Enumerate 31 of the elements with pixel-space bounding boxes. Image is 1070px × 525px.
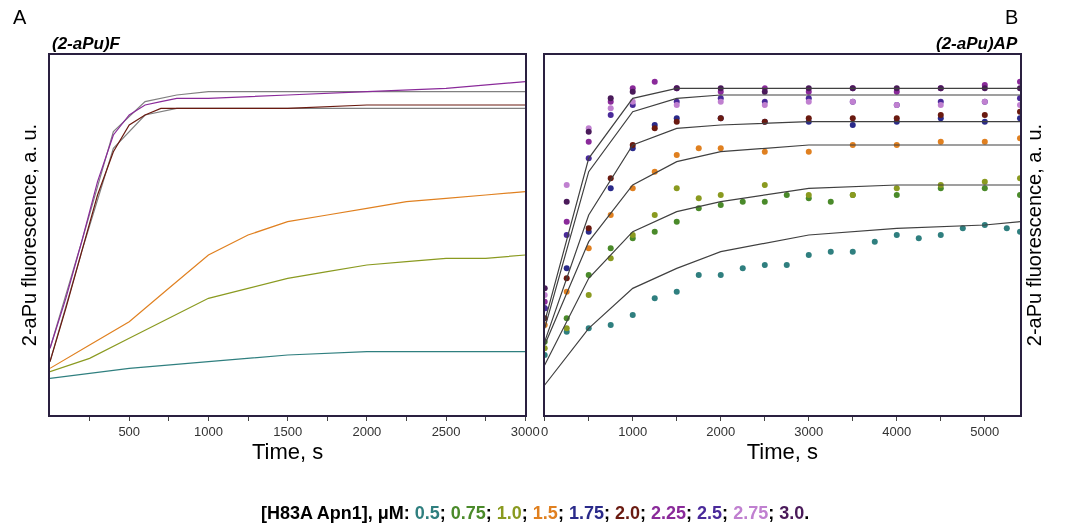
x-tick-label: 3000 [510,424,540,440]
x-tick-label: 1000 [618,424,648,440]
y-axis-title: 2-aPu fluorescence, a. u. [18,123,41,347]
x-tick-label: 2500 [431,424,461,440]
x-axis-title: Time, s [746,439,818,465]
x-tick-label: 0 [541,424,549,440]
x-tick-label: 5000 [970,424,1000,440]
y-axis-title: 2-aPu fluorescence, a. u. [1022,123,1045,347]
text: 1.5; [532,503,564,523]
text: A [13,6,27,28]
text: 3.0. [779,503,810,523]
text: 2.25; [651,503,693,523]
text: 0.5; [414,503,446,523]
text: 2.0; [614,503,646,523]
legend-title: [H83A Apn1], μM: [261,503,410,523]
chart-title: (2-aPu)AP [936,34,1018,53]
text: B [1005,6,1019,28]
x-tick-label: 2000 [352,424,382,440]
x-axis-title: Time, s [252,439,324,465]
x-tick-label: 4000 [882,424,912,440]
text: 2.5; [697,503,729,523]
x-tick-label: 1500 [273,424,303,440]
text: 2.75; [733,503,775,523]
text: 1.0; [496,503,528,523]
text: 0.75; [450,503,492,523]
x-tick-label: 500 [118,424,141,440]
x-tick-label: 2000 [706,424,736,440]
x-tick-label: 1000 [193,424,223,440]
text: 1.75; [568,503,610,523]
x-tick-label: 3000 [794,424,824,440]
chart-title: (2-aPu)F [52,34,121,53]
